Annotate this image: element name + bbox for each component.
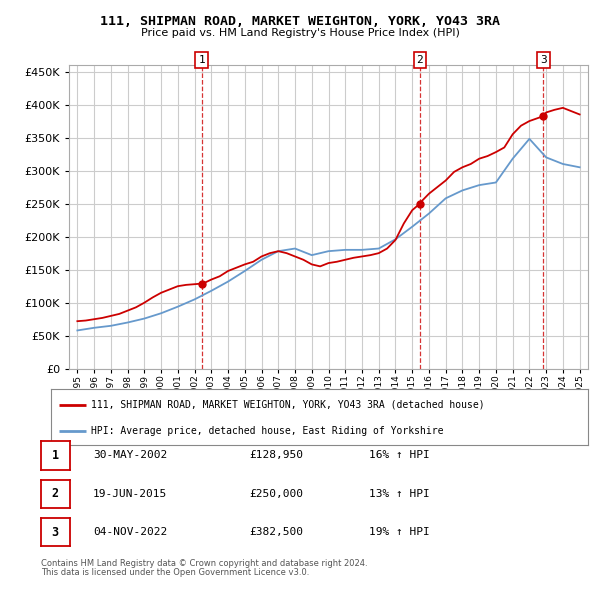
Text: £382,500: £382,500 [249, 527, 303, 537]
Text: 2: 2 [416, 55, 423, 65]
Text: 30-MAY-2002: 30-MAY-2002 [93, 451, 167, 460]
Text: HPI: Average price, detached house, East Riding of Yorkshire: HPI: Average price, detached house, East… [91, 427, 444, 437]
Text: 1: 1 [52, 449, 59, 462]
Text: 16% ↑ HPI: 16% ↑ HPI [369, 451, 430, 460]
Text: 111, SHIPMAN ROAD, MARKET WEIGHTON, YORK, YO43 3RA: 111, SHIPMAN ROAD, MARKET WEIGHTON, YORK… [100, 15, 500, 28]
Text: 2: 2 [52, 487, 59, 500]
Text: 04-NOV-2022: 04-NOV-2022 [93, 527, 167, 537]
Text: 3: 3 [540, 55, 547, 65]
Text: 19-JUN-2015: 19-JUN-2015 [93, 489, 167, 499]
Text: 1: 1 [198, 55, 205, 65]
Text: This data is licensed under the Open Government Licence v3.0.: This data is licensed under the Open Gov… [41, 568, 309, 577]
Text: £250,000: £250,000 [249, 489, 303, 499]
Text: £128,950: £128,950 [249, 451, 303, 460]
Text: 13% ↑ HPI: 13% ↑ HPI [369, 489, 430, 499]
Text: 19% ↑ HPI: 19% ↑ HPI [369, 527, 430, 537]
Text: Price paid vs. HM Land Registry's House Price Index (HPI): Price paid vs. HM Land Registry's House … [140, 28, 460, 38]
Text: 3: 3 [52, 526, 59, 539]
Text: Contains HM Land Registry data © Crown copyright and database right 2024.: Contains HM Land Registry data © Crown c… [41, 559, 367, 568]
Text: 111, SHIPMAN ROAD, MARKET WEIGHTON, YORK, YO43 3RA (detached house): 111, SHIPMAN ROAD, MARKET WEIGHTON, YORK… [91, 399, 485, 409]
